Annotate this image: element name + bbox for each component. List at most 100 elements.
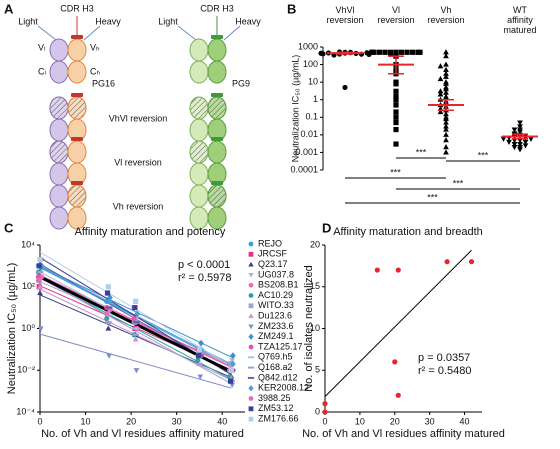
y-axis-label: Neutralization IC₅₀ (µg/mL): [6, 263, 18, 394]
point: [248, 333, 254, 340]
antibody-name: PG9: [232, 78, 250, 88]
point: [36, 271, 44, 274]
point: [105, 306, 113, 309]
panel-label: C: [4, 220, 14, 235]
point: [443, 53, 449, 59]
domain: [189, 118, 209, 142]
point: [443, 144, 449, 150]
cdr-h3: [71, 93, 83, 97]
domain: [189, 184, 209, 208]
light-label: Light: [158, 16, 178, 26]
point: [229, 358, 235, 364]
x-tick-label: 40: [217, 416, 227, 426]
point: [104, 321, 112, 324]
point: [196, 353, 202, 359]
point: [105, 284, 111, 290]
significance-label: ***: [427, 192, 438, 202]
point: [393, 81, 399, 87]
point: [443, 126, 449, 132]
point: [517, 147, 523, 153]
point: [105, 325, 112, 331]
cdr-h3: [71, 137, 83, 141]
point: [404, 49, 410, 55]
row-label: VhVl reversion: [109, 113, 168, 123]
point: [248, 272, 254, 278]
point: [395, 392, 401, 398]
domain: [67, 140, 87, 164]
point: [393, 109, 399, 115]
significance-label: ***: [416, 147, 427, 157]
row-label: Vl reversion: [114, 157, 162, 167]
point: [35, 274, 42, 280]
point: [35, 277, 42, 284]
point: [37, 289, 43, 296]
y-tick-label: 15: [310, 281, 320, 291]
domain: [67, 38, 87, 62]
x-tick-label: 40: [460, 416, 470, 426]
point: [511, 127, 518, 133]
point: [198, 339, 204, 347]
x-tick-label: 30: [172, 416, 182, 426]
hatch: [189, 140, 209, 164]
y-tick-label: 0.0001: [290, 164, 318, 174]
y-tick-label: 100: [303, 59, 318, 69]
x-tick-label: 20: [390, 416, 400, 426]
x-tick-label: 0: [37, 416, 42, 426]
annotation: r² = 0.5978: [178, 272, 232, 284]
point: [443, 73, 449, 79]
point: [444, 259, 450, 265]
significance-label: ***: [390, 167, 401, 177]
domain-label: Vₕ: [90, 42, 100, 52]
point: [248, 406, 254, 412]
point: [443, 61, 449, 67]
category-label: Vh reversion: [427, 5, 464, 25]
domain: [49, 184, 69, 208]
point: [248, 313, 254, 319]
hatch: [49, 140, 69, 164]
point: [248, 241, 254, 247]
point: [228, 367, 234, 373]
point: [196, 346, 203, 352]
point: [107, 297, 113, 305]
point: [132, 333, 140, 336]
point: [248, 261, 254, 267]
annotation: p = 0.0357: [418, 352, 470, 364]
domain: [49, 162, 69, 186]
panel-label: D: [322, 220, 331, 235]
point: [500, 136, 507, 142]
domain: [207, 38, 227, 62]
chart-title: Affinity maturation and breadth: [333, 226, 483, 238]
legend-label: AC10.29: [258, 290, 293, 300]
hatch: [207, 96, 227, 120]
point: [443, 119, 449, 125]
pointer: [83, 25, 101, 41]
significance-label: ***: [478, 150, 489, 160]
y-axis-label: No. of isolates neutralized: [303, 265, 315, 392]
y-tick-label: 0.1: [305, 112, 318, 122]
point: [318, 50, 324, 56]
point: [132, 336, 139, 342]
x-axis-label: No. of Vh and Vl residues affinity matur…: [41, 428, 244, 440]
point: [393, 97, 399, 103]
point: [247, 376, 255, 379]
domain: [207, 60, 227, 84]
point: [132, 305, 138, 311]
y-tick-label: 10⁰: [21, 323, 35, 333]
point: [398, 49, 405, 55]
y-tick-label: 10⁻²: [17, 365, 35, 375]
point: [437, 75, 444, 82]
annotation: r² = 0.5480: [418, 365, 472, 377]
point: [133, 298, 139, 304]
point: [248, 385, 254, 392]
domain: [67, 206, 87, 230]
legend-label: UG037.8: [258, 269, 294, 279]
point: [36, 263, 42, 269]
domain-label: Vₗ: [38, 42, 46, 52]
point: [37, 283, 43, 289]
legend-label: JRCSF: [258, 249, 288, 259]
legend-label: Q168.a2: [258, 362, 293, 372]
chart-title: Affinity maturation and potency: [75, 226, 226, 238]
legend-label: Du123.6: [258, 310, 292, 320]
legend-label: ZM53.12: [258, 403, 294, 413]
